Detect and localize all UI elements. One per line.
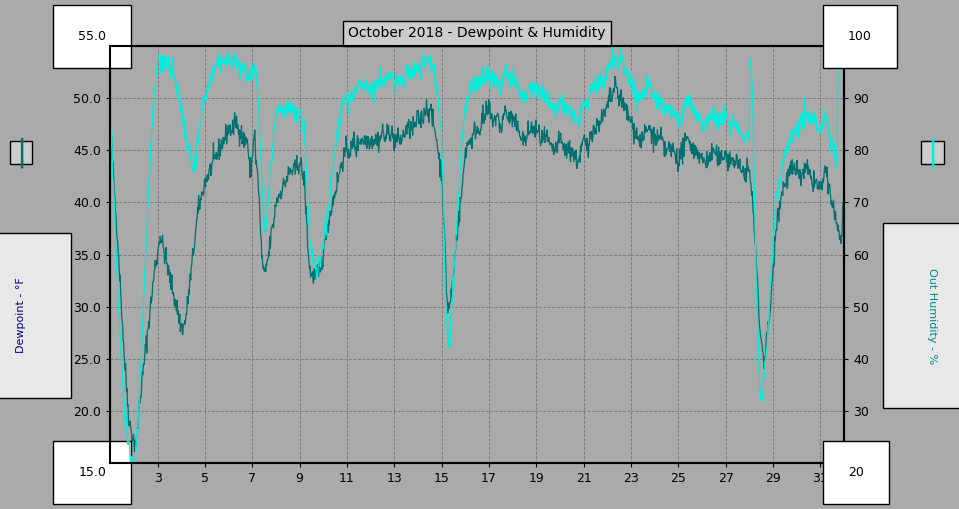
Text: Dewpoint - °F: Dewpoint - °F — [16, 278, 26, 353]
Text: |: | — [927, 137, 937, 168]
Text: Out Humidity - %: Out Humidity - % — [927, 268, 937, 363]
Text: 15.0: 15.0 — [79, 466, 106, 479]
Title: October 2018 - Dewpoint & Humidity: October 2018 - Dewpoint & Humidity — [348, 26, 606, 41]
Text: 100: 100 — [848, 30, 872, 43]
Text: |: | — [16, 137, 26, 168]
Text: 55.0: 55.0 — [78, 30, 106, 43]
Text: 20: 20 — [848, 466, 864, 479]
